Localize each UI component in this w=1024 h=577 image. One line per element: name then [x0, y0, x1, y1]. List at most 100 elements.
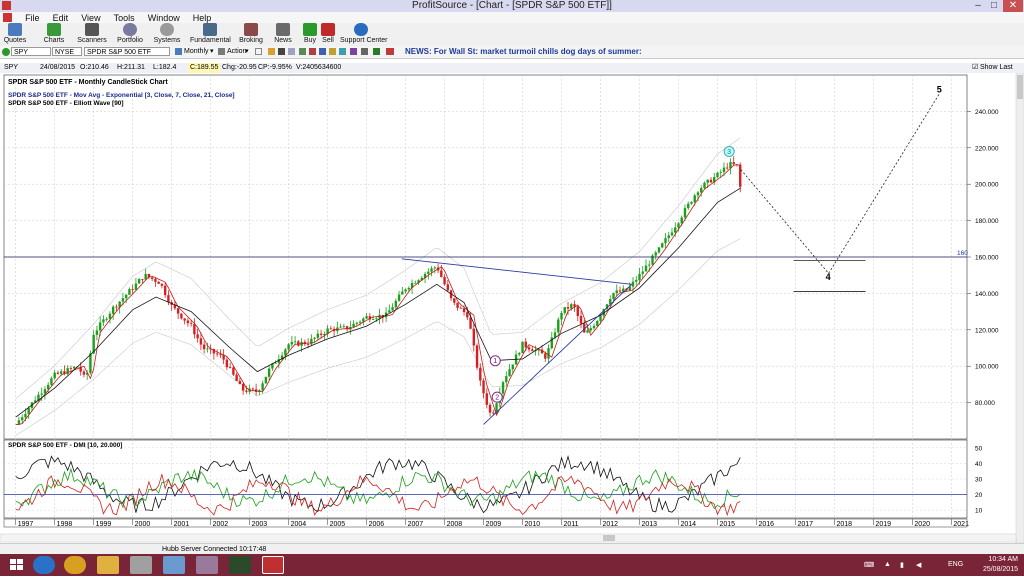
chart-svg[interactable]: 1997 1998 1999 2000 2001 2002 2003 2004 2005 2006…	[0, 72, 1024, 544]
portfolio-button[interactable]: Portfolio	[110, 23, 150, 45]
x-tick-label: 2011	[564, 521, 579, 528]
fundamental-button[interactable]: Fundamental	[190, 23, 231, 45]
symbol-bar: SPY NYSE SPDR S&P 500 ETF Monthly ▾ Acti…	[0, 46, 1024, 59]
candle-body	[716, 172, 719, 178]
taskbar: ⌨ ▲ ▮ ◀ ENG 10:34 AM 25/08/2015	[0, 554, 1024, 576]
tool-icon-g[interactable]	[361, 48, 368, 55]
clock[interactable]: 10:34 AM 25/08/2015	[983, 555, 1018, 575]
close-button[interactable]: ✕	[1003, 0, 1023, 12]
menu-view[interactable]: View	[81, 13, 101, 23]
symbol-input[interactable]: SPY	[11, 47, 51, 56]
alert-icon[interactable]	[386, 48, 394, 55]
candle-body	[423, 273, 427, 278]
language-indicator[interactable]: ENG	[948, 561, 964, 568]
tool-icon-e[interactable]	[339, 48, 346, 55]
candle-body	[693, 195, 696, 203]
profitsource-taskbar-icon[interactable]	[262, 556, 284, 574]
support-center-button[interactable]: Support Center	[340, 23, 387, 45]
candle-body	[482, 380, 485, 394]
candle-body	[664, 238, 667, 244]
candle-body	[37, 394, 40, 401]
tool-icon-f[interactable]	[350, 48, 357, 55]
volume-icon[interactable]: ◀	[916, 562, 922, 569]
buy-button[interactable]: Buy	[290, 23, 330, 45]
candle-body	[469, 317, 472, 329]
quote-open: O:210.46	[80, 64, 109, 71]
period-select[interactable]: Monthly	[184, 48, 209, 55]
candle-body	[566, 307, 570, 309]
broking-button[interactable]: Broking	[231, 23, 271, 45]
chart-panel[interactable]: 1997 1998 1999 2000 2001 2002 2003 2004 2005 2006…	[0, 72, 1024, 546]
exchange-select[interactable]: NYSE	[52, 47, 82, 56]
candle-body	[150, 277, 154, 279]
keyboard-icon[interactable]: ⌨	[864, 562, 875, 569]
candle-body	[232, 367, 235, 375]
copy-icon[interactable]	[288, 48, 295, 55]
x-tick-label: 2004	[291, 521, 307, 528]
candle-body	[648, 264, 651, 266]
tool-icon-d[interactable]	[329, 48, 336, 55]
start-button[interactable]	[6, 556, 28, 574]
sell-button[interactable]: Sell	[308, 23, 348, 45]
app-icon-1[interactable]	[130, 556, 152, 574]
action-menu[interactable]: Action	[227, 48, 247, 55]
chrome-icon[interactable]	[64, 556, 86, 574]
ie-icon[interactable]	[33, 556, 55, 574]
portfolio-icon	[123, 23, 137, 36]
charts-button[interactable]: Charts	[34, 23, 74, 45]
x-tick-label: 1999	[96, 521, 112, 528]
x-tick-label: 2021	[953, 521, 969, 528]
print-icon[interactable]	[278, 48, 285, 55]
candle-body	[547, 348, 550, 359]
news-ticker[interactable]: NEWS: For Wall St: market turmoil chills…	[405, 47, 642, 56]
candle-body	[446, 284, 450, 291]
x-tick-label: 2015	[719, 521, 735, 528]
menu-file[interactable]: File	[25, 13, 40, 23]
wave-marker	[489, 355, 501, 367]
candle-body	[609, 299, 612, 305]
menu-tools[interactable]: Tools	[113, 13, 135, 23]
tool-icon-b[interactable]	[309, 48, 316, 55]
candle-body	[105, 319, 108, 320]
period-dropdown-icon[interactable]: ▾	[210, 48, 214, 55]
news-button[interactable]: News	[263, 23, 303, 45]
menu-help[interactable]: Help	[192, 13, 212, 23]
app-icon-3[interactable]	[196, 556, 218, 574]
open-folder-icon[interactable]	[268, 48, 275, 55]
candle-body	[66, 368, 69, 374]
minimize-button[interactable]: –	[975, 0, 981, 11]
candle-body	[219, 354, 222, 356]
candle-body	[102, 319, 105, 323]
scrollbar-thumb	[1017, 75, 1023, 99]
app-icon-4[interactable]	[229, 556, 251, 574]
network-icon[interactable]: ▮	[900, 562, 904, 569]
action-dropdown-icon[interactable]: ▾	[245, 48, 249, 55]
candle-body	[111, 306, 115, 314]
tray-arrow-icon[interactable]: ▲	[884, 561, 891, 568]
quote-change: Chg:-20.95	[222, 64, 257, 71]
menu-edit[interactable]: Edit	[52, 13, 69, 23]
tool-icon-c[interactable]	[319, 48, 326, 55]
candle-body	[690, 202, 693, 204]
tool-icon-h[interactable]	[373, 48, 380, 55]
action-icon	[218, 48, 225, 55]
scanners-button[interactable]: Scanners	[72, 23, 112, 45]
y-tick-label: 140.000	[975, 291, 999, 298]
maximize-button[interactable]: □	[990, 0, 998, 11]
systems-button[interactable]: Systems	[147, 23, 187, 45]
new-chart-icon[interactable]	[255, 48, 262, 55]
menu-window[interactable]: Window	[147, 13, 180, 23]
security-name-field[interactable]: SPDR S&P 500 ETF	[84, 47, 170, 56]
candle-body	[466, 312, 469, 318]
show-last-checkbox[interactable]: ☑	[972, 64, 979, 71]
explorer-icon[interactable]	[97, 556, 119, 574]
x-tick-label: 2001	[174, 521, 190, 528]
candle-body	[63, 371, 66, 374]
tool-icon-a[interactable]	[299, 48, 306, 55]
candle-body	[290, 341, 294, 345]
app-icon-2[interactable]	[163, 556, 185, 574]
x-tick-label: 2006	[369, 521, 385, 528]
quotes-button[interactable]: Quotes	[0, 23, 35, 45]
candle-body	[570, 304, 573, 309]
candle-body	[118, 301, 121, 308]
